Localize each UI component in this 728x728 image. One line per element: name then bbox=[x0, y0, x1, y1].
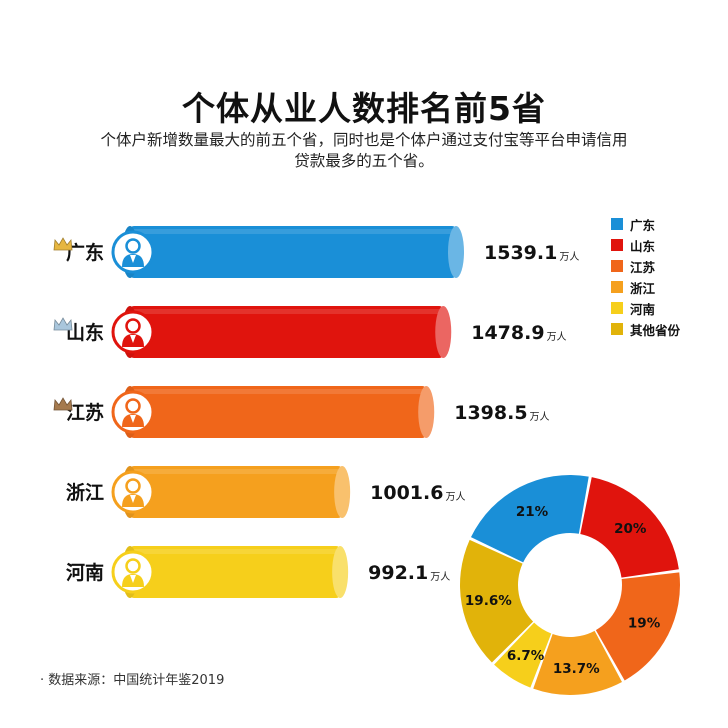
bar-group: 浙江 1001.6 万人 bbox=[66, 466, 465, 518]
crown-icon bbox=[53, 237, 73, 251]
bar-group: 广东 1539.1 万人 bbox=[53, 226, 579, 278]
donut-slice bbox=[494, 622, 552, 688]
legend-item: 山东 bbox=[611, 235, 680, 255]
legend-label: 山东 bbox=[630, 238, 656, 254]
legend: 广东 山东 江苏 浙江 河南 其他省份 bbox=[611, 214, 680, 340]
value-label: 992.1 bbox=[368, 562, 428, 584]
bar bbox=[130, 226, 456, 278]
bar-group: 江苏 1398.5 万人 bbox=[53, 386, 550, 438]
person-icon-head bbox=[125, 478, 141, 494]
value-unit: 万人 bbox=[530, 411, 550, 423]
donut-slice bbox=[595, 572, 680, 681]
category-label: 江苏 bbox=[66, 401, 104, 424]
bar bbox=[130, 466, 343, 518]
category-label: 浙江 bbox=[66, 481, 104, 504]
bar bbox=[130, 386, 427, 438]
donut-chart: 21% 20% 19% 13.7% 6.7% 19.6% bbox=[460, 474, 680, 695]
legend-label: 广东 bbox=[630, 217, 656, 233]
data-source-note: · 数据来源：中国统计年鉴2019 bbox=[40, 673, 225, 688]
legend-item: 河南 bbox=[611, 298, 680, 318]
legend-item: 广东 bbox=[611, 214, 680, 234]
category-label: 广东 bbox=[66, 241, 104, 264]
person-icon-collar bbox=[130, 415, 136, 423]
slice-label: 19% bbox=[628, 615, 661, 631]
category-label: 河南 bbox=[66, 562, 104, 584]
bar bbox=[130, 546, 341, 598]
donut-slice bbox=[470, 474, 589, 563]
legend-swatch bbox=[611, 323, 623, 335]
bar bbox=[130, 306, 444, 358]
bar-highlight bbox=[130, 389, 427, 394]
legend-item: 江苏 bbox=[611, 256, 680, 276]
person-icon-head bbox=[125, 398, 141, 414]
legend-label: 浙江 bbox=[630, 280, 656, 296]
value-unit: 万人 bbox=[445, 491, 465, 503]
bar-highlight bbox=[130, 549, 341, 554]
legend-swatch bbox=[611, 218, 623, 230]
bar-end-cap bbox=[334, 466, 351, 518]
subtitle-line-2: 贷款最多的五个省。 bbox=[294, 152, 434, 170]
legend-item: 浙江 bbox=[611, 277, 680, 297]
subtitle-line-1: 个体户新增数量最大的前五个省，同时也是个体户通过支付宝等平台申请信用 bbox=[100, 131, 628, 149]
person-icon-collar bbox=[130, 575, 136, 583]
value-unit: 万人 bbox=[430, 571, 450, 583]
bar-highlight bbox=[130, 229, 456, 234]
person-icon-collar bbox=[130, 255, 136, 263]
slice-label: 19.6% bbox=[465, 593, 512, 609]
person-icon-collar bbox=[130, 335, 136, 343]
legend-label: 河南 bbox=[630, 301, 656, 317]
value-label: 1398.5 bbox=[454, 402, 527, 424]
bar-highlight bbox=[130, 469, 343, 474]
slice-label: 21% bbox=[516, 504, 549, 520]
crown-icon bbox=[53, 317, 73, 331]
bar-group: 河南 992.1 万人 bbox=[66, 546, 450, 598]
person-icon-head bbox=[125, 558, 141, 574]
bar-end-cap bbox=[448, 226, 464, 278]
value-label: 1478.9 bbox=[471, 322, 544, 344]
value-unit: 万人 bbox=[547, 331, 567, 343]
chart-subtitle: 个体户新增数量最大的前五个省，同时也是个体户通过支付宝等平台申请信用 贷款最多的… bbox=[40, 130, 688, 172]
bar-end-cap bbox=[332, 546, 349, 598]
bar-group: 山东 1478.9 万人 bbox=[53, 306, 567, 358]
person-icon-head bbox=[125, 238, 141, 254]
legend-label: 江苏 bbox=[630, 259, 656, 275]
category-label: 山东 bbox=[66, 321, 104, 344]
person-icon-collar bbox=[130, 495, 136, 503]
value-label: 1539.1 bbox=[484, 242, 557, 264]
donut-slice bbox=[460, 539, 534, 663]
value-label: 1001.6 bbox=[370, 482, 443, 504]
person-icon-head bbox=[125, 318, 141, 334]
bar-end-cap bbox=[418, 386, 435, 438]
bar-highlight bbox=[130, 309, 444, 314]
donut-slice bbox=[533, 630, 622, 695]
slice-label: 13.7% bbox=[553, 661, 600, 677]
value-unit: 万人 bbox=[559, 251, 579, 263]
legend-swatch bbox=[611, 281, 623, 293]
donut-slice bbox=[580, 477, 679, 578]
legend-swatch bbox=[611, 239, 623, 251]
slice-label: 20% bbox=[614, 521, 647, 537]
bar-end-cap bbox=[435, 306, 452, 358]
chart-title: 个体从业人数排名前5省 bbox=[182, 89, 546, 128]
legend-swatch bbox=[611, 302, 623, 314]
legend-item: 其他省份 bbox=[611, 319, 680, 339]
crown-icon bbox=[53, 397, 73, 411]
slice-label: 6.7% bbox=[507, 648, 545, 664]
legend-label: 其他省份 bbox=[630, 322, 681, 338]
legend-swatch bbox=[611, 260, 623, 272]
